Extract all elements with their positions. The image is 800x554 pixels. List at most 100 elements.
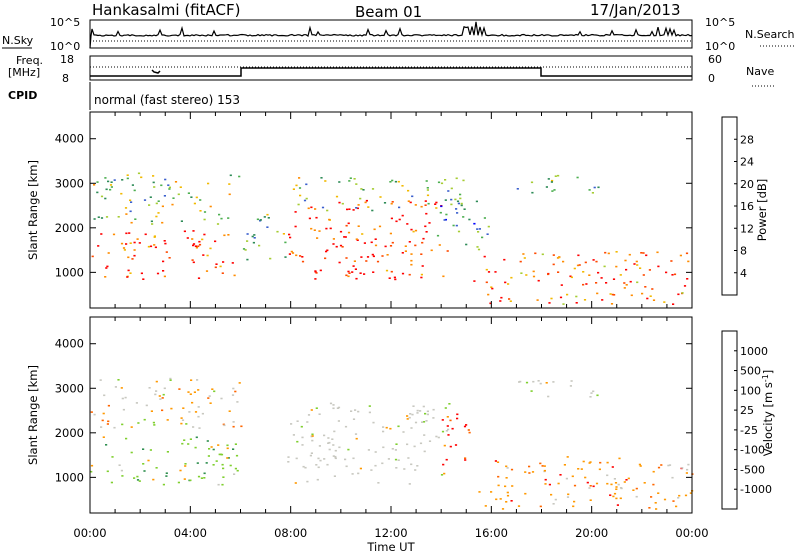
power-cell [190,196,193,198]
velocity-colorbar-tick-label: -500 [740,463,765,476]
power-cell [576,176,579,179]
power-cell [578,264,581,266]
power-cell [672,303,675,305]
power-cell [314,278,317,280]
velocity-cell [302,465,305,468]
power-cell [398,206,401,209]
power-cell [125,213,128,215]
power-cell [100,217,104,219]
velocity-cell [385,426,388,429]
velocity-cell [678,494,681,497]
power-cell [121,179,124,181]
velocity-cell [557,482,560,485]
velocity-cell [100,426,103,428]
velocity-cell [497,475,500,478]
power-cell [153,235,156,237]
power-cell [421,241,424,244]
power-cell [284,241,287,244]
power-cell [195,196,198,199]
velocity-cell [189,479,192,482]
power-cell [583,299,587,301]
velocity-cell [317,457,320,460]
velocity-cell [232,448,235,450]
power-cell [192,243,196,245]
power-cell [209,205,212,208]
power-cell [630,294,633,297]
velocity-cell [203,477,206,479]
power-cell [408,273,411,276]
power-cell [425,231,428,233]
velocity-cell [198,427,201,429]
velocity-cell [229,464,232,467]
velocity-cell [311,435,314,437]
power-cell [642,274,645,276]
velocity-cell [292,434,295,436]
power-cell [611,293,614,296]
power-cell [381,255,384,257]
power-cell [162,270,165,272]
velocity-cell [209,402,212,404]
velocity-cell [206,440,209,442]
velocity-cell [187,391,190,393]
power-cell [266,226,269,228]
power-cell [136,238,139,240]
velocity-cell [113,426,116,429]
velocity-cell [193,391,196,393]
power-cell [332,238,335,240]
velocity-cell [226,447,229,450]
power-cell [507,283,510,285]
power-cell [361,233,364,235]
velocity-cell [543,465,546,467]
power-cell [558,256,561,259]
velocity-cell [101,419,104,422]
velocity-cell [336,407,339,409]
power-cell [144,233,147,236]
cpid-mode: normal (fast stereo) 153 [94,93,240,107]
power-cell [295,254,298,257]
velocity-cell [611,466,614,468]
power-cell [117,216,120,218]
power-cell [174,181,178,183]
power-cell [122,247,126,249]
velocity-cell [609,494,612,496]
power-cell [677,293,680,296]
velocity-cell [539,462,542,465]
velocity-cell [449,445,452,448]
velocity-cell [617,483,620,486]
power-cell [349,177,352,179]
power-cell [625,284,628,286]
velocity-cell [548,483,551,486]
velocity-ylabel: Slant Range [km] [26,365,40,465]
velocity-ytick-label: 2000 [55,426,84,440]
velocity-cell [468,431,471,434]
time-axis-label: Time UT [366,540,415,554]
velocity-cell [528,472,531,474]
velocity-cell [234,443,237,445]
power-cell [436,234,440,237]
velocity-cell [162,393,165,396]
power-cell [314,270,317,272]
power-cell [385,269,389,272]
beam-title: Beam 01 [355,3,422,21]
power-cell [537,279,540,282]
power-cell [359,272,362,274]
velocity-cell [505,477,508,479]
power-heatmap [91,172,690,305]
velocity-cell [332,444,335,446]
power-cell [348,208,351,210]
velocity-cell [406,415,409,417]
power-cell [214,240,217,243]
velocity-cell [426,410,429,413]
velocity-colorbar-tick-label: -100 [740,444,765,457]
power-cell [258,244,261,247]
power-cell [577,254,580,257]
velocity-cell [231,394,235,396]
power-cell [348,272,351,274]
power-cell [110,186,113,188]
power-cell [455,224,458,227]
power-cell [192,261,195,264]
time-tick-label: 04:00 [174,526,207,540]
power-cell [459,193,462,196]
velocity-cell [563,464,566,466]
velocity-cell [148,387,151,389]
